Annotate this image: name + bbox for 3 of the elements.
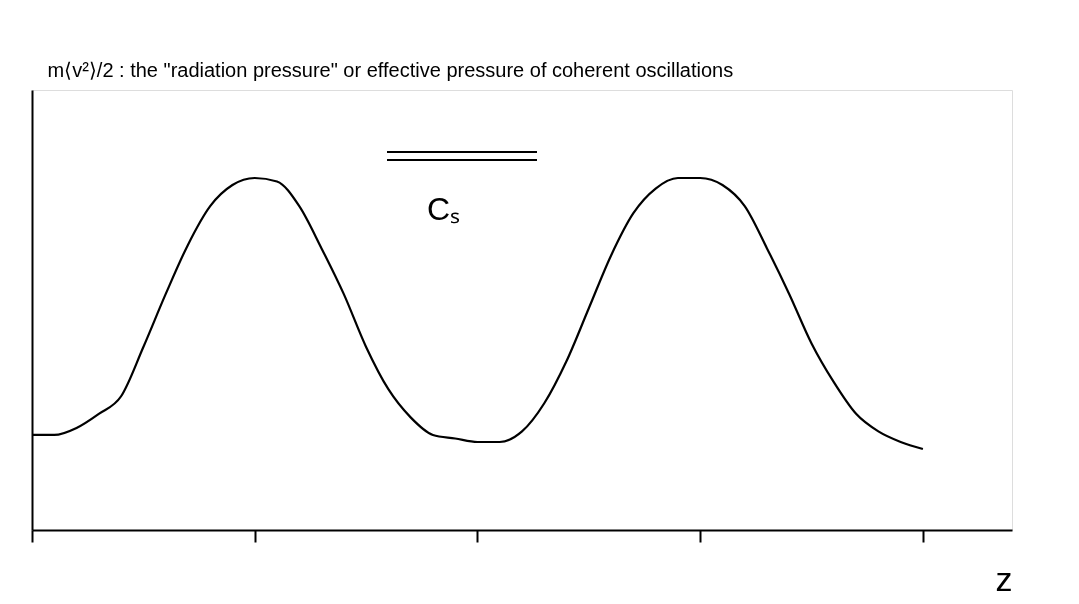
y-axis-title: m⟨v²⟩/2 : the "radiation pressure" or effective pressure of coherent oscillations (47, 58, 734, 81)
x-axis-title: z (995, 559, 1013, 598)
annotation: Cₛ (427, 191, 461, 227)
